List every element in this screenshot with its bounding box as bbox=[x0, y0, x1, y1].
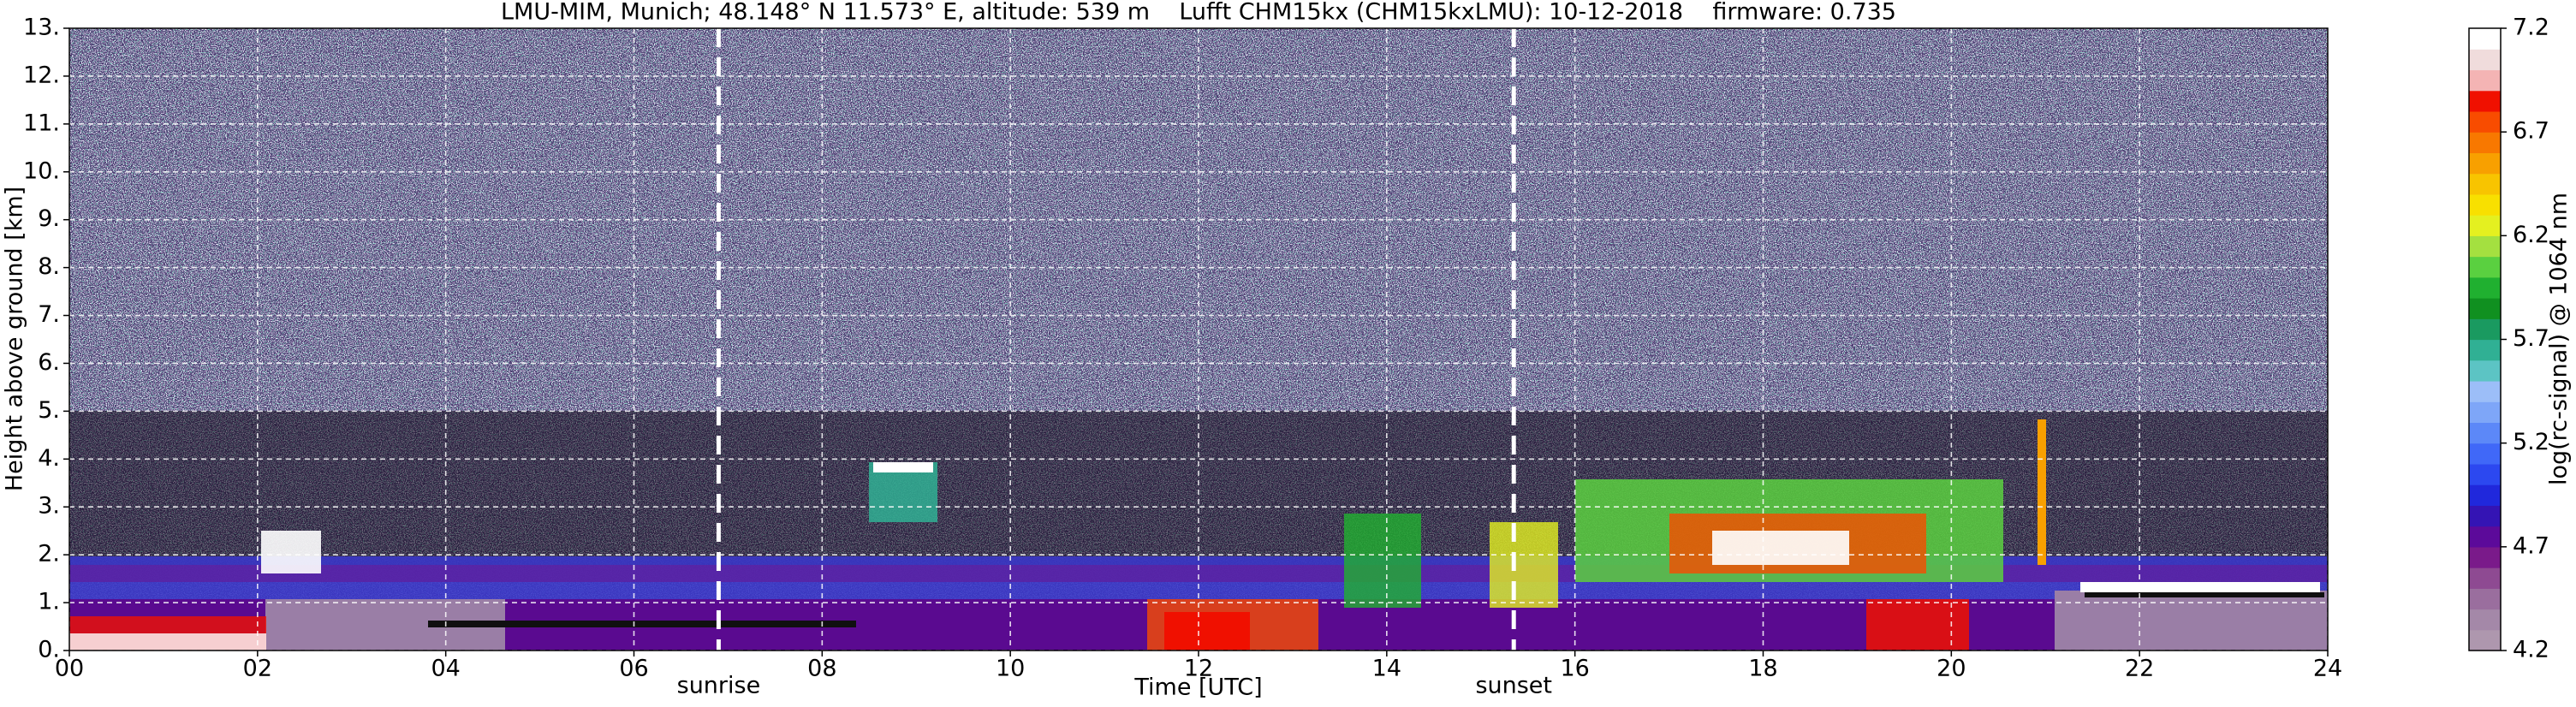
colorbar-tick-label: 7.2 bbox=[2513, 15, 2549, 41]
colorbar-swatch bbox=[2469, 235, 2501, 258]
colorbar-swatch bbox=[2469, 629, 2501, 651]
colorbar-swatch bbox=[2469, 567, 2501, 589]
annotations: sunrise sunset bbox=[677, 28, 1552, 699]
colorbar-swatch bbox=[2469, 152, 2501, 175]
colorbar-swatch bbox=[2469, 132, 2501, 153]
annotation-label: sunrise bbox=[677, 673, 761, 699]
colorbar-swatch bbox=[2469, 276, 2501, 299]
cloud bbox=[261, 531, 321, 573]
colorbar: 4.2 4.7 5.2 5.7 6.2 6.7 7.2 bbox=[2468, 15, 2549, 663]
near-ground-signal bbox=[1164, 612, 1250, 651]
x-tick-label: 14 bbox=[1372, 656, 1401, 682]
y-tick-label: 9. bbox=[38, 205, 60, 232]
colorbar-swatch bbox=[2469, 215, 2501, 236]
cloud bbox=[2085, 592, 2324, 597]
colorbar-swatch bbox=[2469, 546, 2501, 568]
y-tick-label: 11. bbox=[23, 110, 60, 136]
colorbar-swatch bbox=[2469, 339, 2501, 361]
cloud bbox=[1712, 531, 1849, 565]
colorbar-swatch bbox=[2469, 359, 2501, 382]
colorbar-swatch bbox=[2469, 588, 2501, 610]
near-ground-signal bbox=[69, 633, 266, 651]
colorbar-swatch bbox=[2469, 90, 2501, 112]
colorbar-label: log(rc-signal) @ 1064 nm bbox=[2546, 193, 2573, 485]
y-tick-label: 2. bbox=[38, 541, 60, 567]
colorbar-swatch bbox=[2469, 526, 2501, 548]
colorbar-tick-label: 6.2 bbox=[2513, 222, 2549, 248]
plume bbox=[2038, 419, 2046, 565]
x-tick-label: 10 bbox=[996, 656, 1025, 682]
x-tick-label: 06 bbox=[619, 656, 648, 682]
cloud bbox=[2080, 582, 2320, 592]
y-tick-label: 13. bbox=[23, 15, 60, 41]
y-tick-label: 5. bbox=[38, 397, 60, 424]
colorbar-swatch bbox=[2469, 380, 2501, 402]
colorbar-tick-label: 5.2 bbox=[2513, 429, 2549, 455]
y-tick-label: 0. bbox=[38, 637, 60, 663]
x-tick-label: 08 bbox=[807, 656, 836, 682]
cloud bbox=[1344, 514, 1421, 608]
x-tick-label: 24 bbox=[2313, 656, 2342, 682]
y-tick-label: 3. bbox=[38, 493, 60, 520]
boundary-layer bbox=[2055, 591, 2328, 651]
colorbar-tick-label: 4.2 bbox=[2513, 637, 2549, 663]
colorbar-swatch bbox=[2469, 484, 2501, 506]
colorbar-tick-label: 6.7 bbox=[2513, 118, 2549, 145]
colorbar-swatch bbox=[2469, 110, 2501, 133]
x-tick-label: 22 bbox=[2125, 656, 2154, 682]
chart-title: LMU-MIM, Munich; 48.148° N 11.573° E, al… bbox=[501, 0, 1896, 26]
x-tick-label: 16 bbox=[1560, 656, 1589, 682]
colorbar-swatch bbox=[2469, 505, 2501, 527]
y-tick-label: 8. bbox=[38, 253, 60, 280]
y-tick-label: 1. bbox=[38, 589, 60, 615]
x-tick-label: 04 bbox=[431, 656, 460, 682]
colorbar-swatch bbox=[2469, 298, 2501, 319]
axes: 0. 1. 2. 3. 4. 5. 6. 7. 8. 9. 10. 11. 12. 13. 00 02 04 06… bbox=[23, 15, 2342, 682]
colorbar-tick-label: 5.7 bbox=[2513, 325, 2549, 352]
y-tick-label: 7. bbox=[38, 301, 60, 328]
y-tick-label: 10. bbox=[23, 157, 60, 184]
colorbar-swatch bbox=[2469, 193, 2501, 216]
colorbar-swatch bbox=[2469, 401, 2501, 424]
colorbar-swatch bbox=[2469, 28, 2501, 50]
y-tick-label: 4. bbox=[38, 445, 60, 472]
annotation-label: sunset bbox=[1475, 673, 1552, 699]
colorbar-swatch bbox=[2469, 609, 2501, 631]
colorbar-swatch bbox=[2469, 256, 2501, 278]
x-tick-label: 20 bbox=[1936, 656, 1966, 682]
colorbar-swatch bbox=[2469, 463, 2501, 485]
cloud bbox=[1866, 599, 1969, 651]
x-axis-label: Time [UTC] bbox=[1133, 674, 1262, 701]
colorbar-swatch bbox=[2469, 318, 2501, 341]
cloud bbox=[1490, 522, 1558, 608]
cloud-base bbox=[428, 621, 856, 627]
x-tick-label: 00 bbox=[55, 656, 84, 682]
colorbar-swatch bbox=[2469, 443, 2501, 465]
x-tick-label: 02 bbox=[243, 656, 272, 682]
y-axis-label: Height above ground [km] bbox=[2, 187, 28, 491]
x-tick-label: 18 bbox=[1748, 656, 1777, 682]
cloud bbox=[873, 462, 933, 472]
colorbar-swatch bbox=[2469, 422, 2501, 444]
x-tick-label: 12 bbox=[1184, 656, 1213, 682]
colorbar-tick-label: 4.7 bbox=[2513, 532, 2549, 559]
y-tick-label: 6. bbox=[38, 349, 60, 376]
colorbar-swatch bbox=[2469, 69, 2501, 92]
y-tick-label: 12. bbox=[23, 62, 60, 88]
colorbar-swatch bbox=[2469, 173, 2501, 195]
colorbar-swatch bbox=[2469, 49, 2501, 71]
